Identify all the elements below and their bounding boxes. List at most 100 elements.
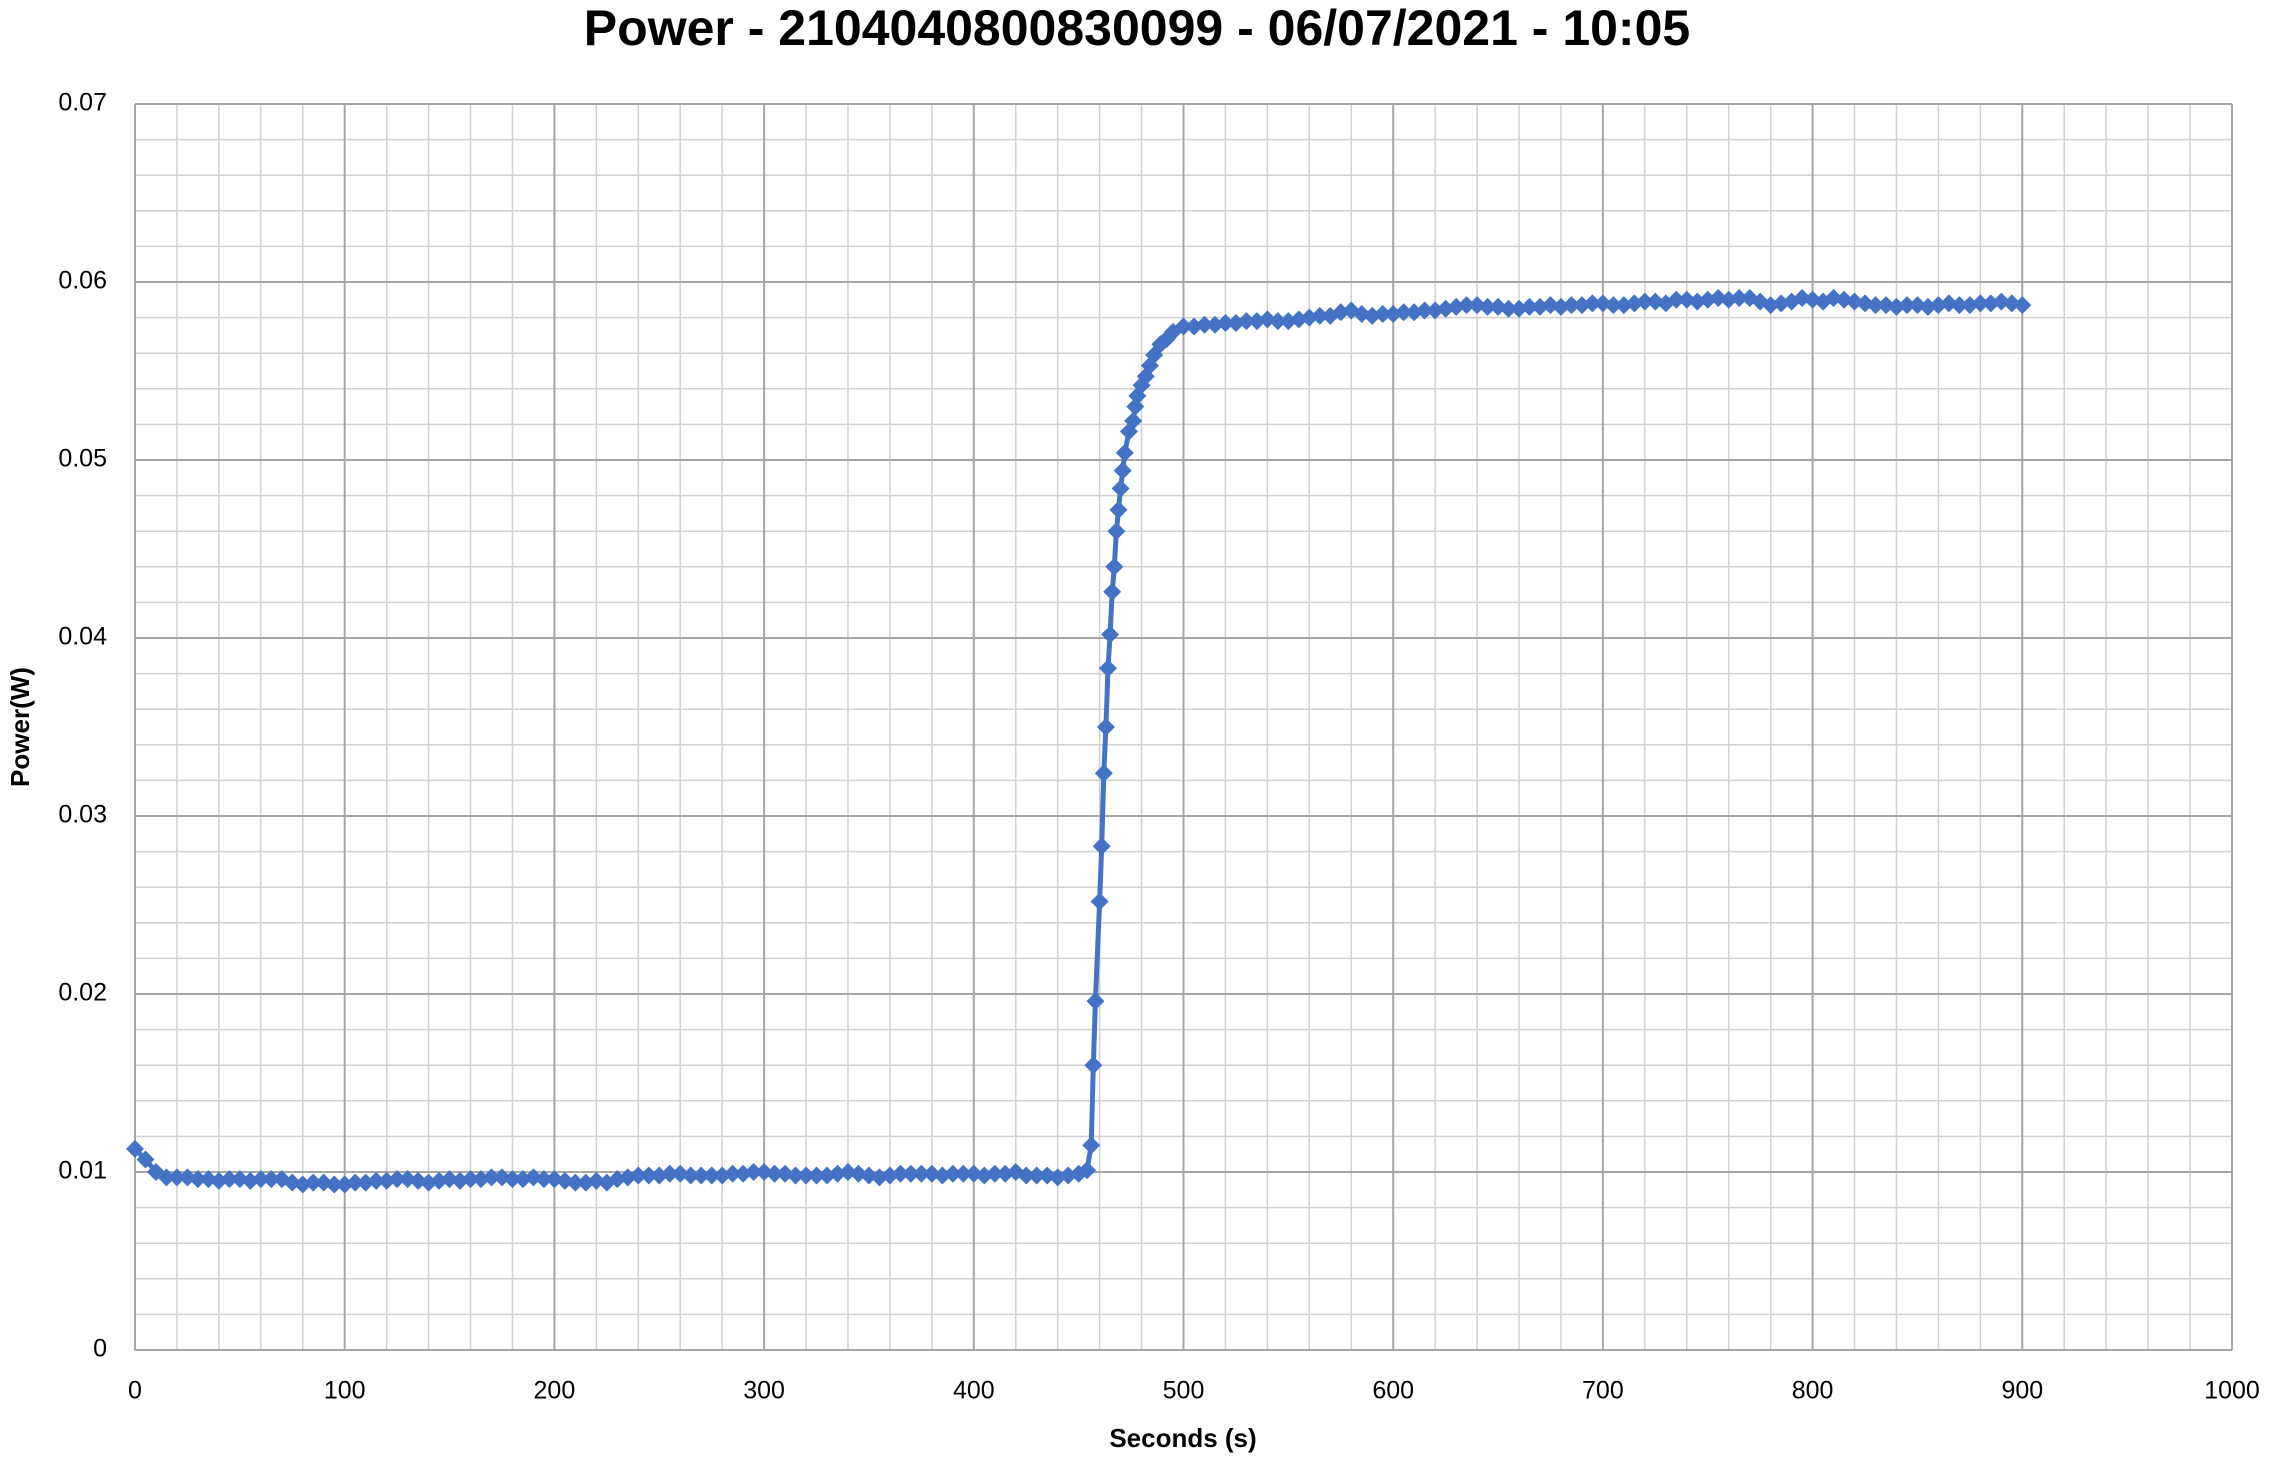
data-point — [1373, 305, 1392, 324]
data-point — [629, 1166, 648, 1185]
data-point — [901, 1164, 920, 1183]
data-point — [1268, 312, 1287, 331]
data-point — [1092, 837, 1111, 856]
data-point — [807, 1166, 826, 1185]
y-tick-label: 0 — [93, 1335, 107, 1363]
x-tick-label: 800 — [1792, 1377, 1834, 1405]
data-point — [503, 1170, 522, 1189]
data-point — [744, 1163, 763, 1181]
data-point — [1078, 1161, 1097, 1180]
data-point — [723, 1164, 742, 1183]
data-point — [1084, 1056, 1103, 1075]
data-point — [786, 1166, 805, 1185]
x-tick-label: 100 — [324, 1377, 366, 1405]
data-point — [304, 1173, 323, 1192]
data-point — [1394, 303, 1413, 322]
data-point — [1866, 296, 1885, 315]
data-point — [1105, 557, 1124, 576]
data-point — [325, 1175, 344, 1194]
data-point — [126, 1139, 144, 1158]
data-point — [1096, 718, 1115, 736]
data-point — [262, 1170, 281, 1189]
x-axis-title: Seconds (s) — [1109, 1423, 1256, 1453]
data-point — [167, 1168, 186, 1187]
y-tick-label: 0.04 — [58, 623, 107, 651]
data-point — [461, 1170, 480, 1189]
y-tick-label: 0.01 — [58, 1157, 107, 1185]
data-point — [985, 1164, 1004, 1183]
y-axis-title: Power(W) — [5, 667, 35, 787]
data-point — [220, 1170, 239, 1189]
data-point — [1635, 292, 1654, 311]
data-point — [157, 1168, 176, 1187]
x-tick-label: 1000 — [2204, 1377, 2260, 1405]
data-point — [1562, 296, 1581, 315]
data-point — [1457, 296, 1476, 315]
data-point — [1107, 522, 1126, 541]
data-point — [1897, 296, 1916, 315]
data-point — [388, 1170, 407, 1189]
data-point — [1237, 312, 1256, 331]
data-point — [367, 1171, 386, 1190]
data-point — [765, 1164, 784, 1183]
data-point — [1086, 992, 1105, 1011]
data-point — [566, 1173, 585, 1192]
data-point — [912, 1164, 931, 1183]
data-point — [346, 1173, 365, 1192]
data-point — [1478, 297, 1497, 316]
data-point — [1103, 582, 1122, 601]
data-point — [1017, 1166, 1036, 1185]
y-tick-label: 0.02 — [58, 979, 107, 1007]
data-point — [1730, 289, 1749, 308]
data-point — [702, 1166, 721, 1185]
data-point — [681, 1166, 700, 1185]
x-tick-label: 900 — [2001, 1377, 2043, 1405]
data-point — [1111, 479, 1130, 498]
data-point — [1950, 296, 1969, 315]
data-point — [1583, 294, 1602, 313]
y-tick-label: 0.05 — [58, 445, 107, 473]
x-tick-label: 500 — [1163, 1377, 1205, 1405]
data-point — [1499, 299, 1518, 318]
data-point — [1310, 306, 1329, 325]
data-point — [188, 1170, 207, 1189]
data-point — [1090, 892, 1109, 911]
data-point — [1099, 659, 1118, 678]
data-point — [1667, 290, 1686, 309]
data-point — [1174, 317, 1193, 336]
x-tick-label: 0 — [128, 1377, 142, 1405]
y-tick-label: 0.06 — [58, 267, 107, 295]
data-point — [660, 1164, 679, 1183]
data-point — [797, 1166, 816, 1185]
data-point — [891, 1164, 910, 1183]
y-tick-label: 0.03 — [58, 801, 107, 829]
chart-title: Power - 2104040800830099 - 06/07/2021 - … — [584, 0, 1690, 56]
x-tick-label: 400 — [953, 1377, 995, 1405]
data-point — [639, 1166, 658, 1185]
data-point — [1109, 500, 1128, 519]
y-tick-label: 0.07 — [58, 89, 107, 117]
data-point — [954, 1164, 973, 1183]
data-point — [1115, 443, 1134, 462]
data-point — [1113, 461, 1132, 480]
data-point — [943, 1164, 962, 1183]
data-point — [1971, 294, 1990, 313]
data-point — [251, 1170, 270, 1189]
data-point — [692, 1166, 711, 1185]
data-point — [1094, 764, 1113, 783]
data-point — [2013, 296, 2032, 315]
data-point — [1520, 297, 1539, 316]
x-tick-label: 200 — [534, 1377, 576, 1405]
x-tick-label: 600 — [1372, 1377, 1414, 1405]
data-point — [136, 1150, 155, 1169]
data-point — [1082, 1136, 1101, 1155]
x-tick-label: 300 — [743, 1377, 785, 1405]
data-point — [1216, 313, 1235, 332]
data-point — [534, 1170, 553, 1189]
data-point — [1415, 301, 1434, 320]
data-point — [1101, 625, 1120, 644]
